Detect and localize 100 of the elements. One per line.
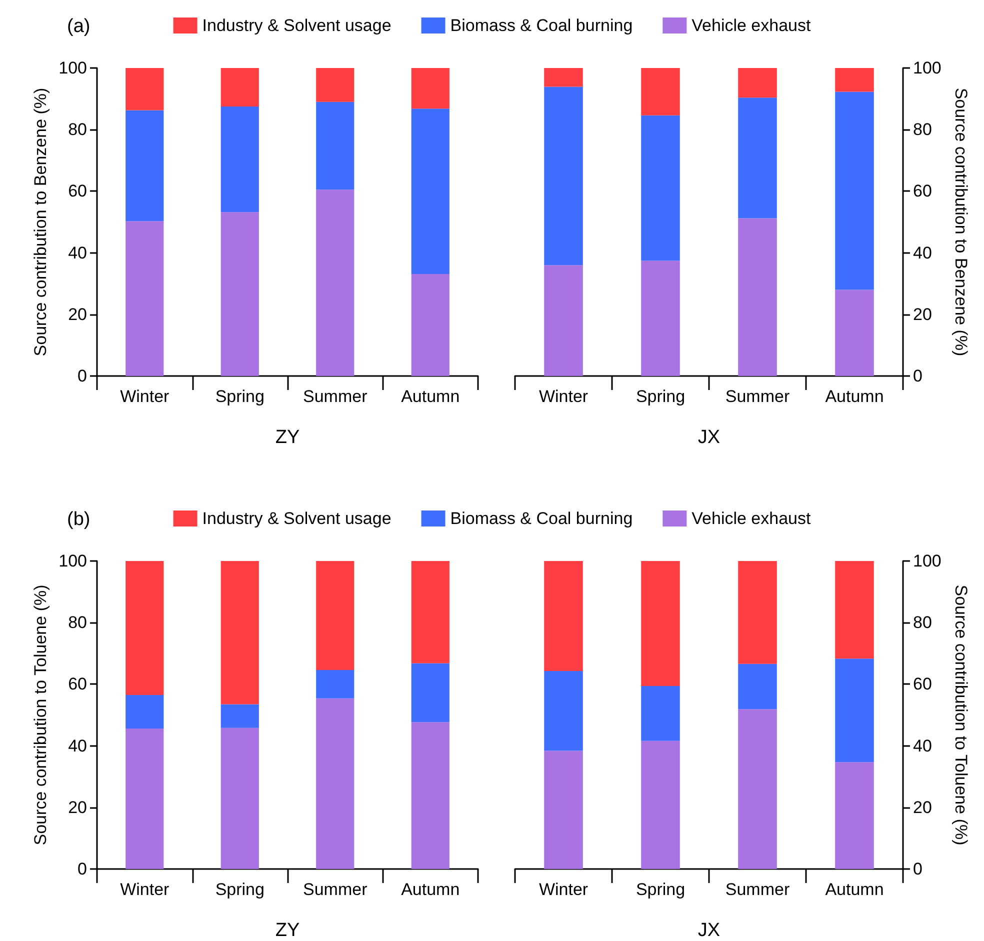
bar [220,68,259,106]
bar [316,670,354,698]
bar [126,110,164,222]
y-tick-label: 40 [68,243,87,262]
y-axis-title: Source contribution to Toluene (%) [31,584,50,846]
x-tick-label: Spring [636,387,686,406]
chart-title: (a) [67,16,90,37]
bar [641,260,680,376]
x-tick-label: Summer [303,880,368,899]
y-tick-label: 60 [68,182,87,201]
y-tick-label: 80 [68,613,87,632]
bar [544,86,583,266]
legend-label: Vehicle exhaust [692,509,812,528]
y-tick-label: 100 [58,58,87,78]
y-tick-label: 0 [78,860,87,878]
bar [641,561,680,686]
bar [738,561,777,664]
y2-tick-label: 100 [913,58,942,78]
x-tick-label: Summer [725,387,790,406]
chart-title: (b) [67,509,90,530]
bar [411,108,450,274]
x-tick-label: Summer [725,880,790,899]
y2-tick-label: 0 [913,860,922,878]
bar [738,68,777,98]
bar [316,561,354,670]
y-tick-label: 20 [68,798,87,817]
legend-label: Industry & Solvent usage [202,16,392,35]
bar [220,561,259,704]
x-tick-label: Winter [538,387,588,406]
y2-tick-label: 100 [913,552,942,570]
y2-axis-title: Source contribution to Toluene (%) [951,584,970,846]
y2-tick-label: 20 [913,304,932,324]
y2-tick-label: 60 [913,674,932,694]
x-tick-label: Autumn [401,880,460,899]
bar [411,274,450,376]
x-tick-label: Autumn [401,387,460,406]
bar [220,704,259,728]
bar [544,68,583,87]
bar [641,68,680,116]
y-axis-title: Source contribution to Benzene (%) [31,88,50,356]
y-tick-label: 40 [68,736,87,756]
x-tick-label: Spring [636,880,686,899]
x-tick-label: Spring [215,880,264,899]
x-axis-title: ZY [275,427,300,448]
x-tick-label: Autumn [825,387,884,406]
bar [544,265,583,376]
bar [835,68,874,92]
bar [544,561,583,671]
y2-tick-label: 20 [913,798,932,817]
x-tick-label: Winter [538,880,588,899]
y-tick-label: 80 [68,120,87,140]
y2-tick-label: 80 [913,613,932,632]
y-tick-label: 60 [68,674,87,694]
y-tick-label: 0 [78,366,87,386]
bar [835,92,874,290]
bar [126,68,164,110]
bar [544,670,583,751]
x-axis-title: ZY [275,920,300,941]
bar [641,115,680,261]
bar [738,664,777,710]
bar [220,728,259,869]
bar [126,694,164,729]
bar [738,98,777,218]
bar [316,68,354,102]
x-tick-label: Summer [303,387,368,406]
bar [126,221,164,376]
bar [220,106,259,212]
bar [220,212,259,376]
bar [411,663,450,722]
bar [126,561,164,695]
bar [316,102,354,190]
y2-tick-label: 40 [913,736,932,756]
y2-tick-label: 60 [913,182,932,201]
y2-axis-title: Source contribution to Benzene (%) [951,88,970,356]
bar [738,709,777,869]
bar [411,68,450,109]
bar [835,658,874,762]
bar [126,728,164,869]
legend-label: Biomass & Coal burning [450,509,633,528]
bar [316,698,354,869]
bar [411,561,450,664]
y-tick-label: 20 [68,304,87,324]
bar [411,722,450,869]
legend-label: Vehicle exhaust [692,16,812,35]
y-tick-label: 100 [58,552,87,570]
x-axis-title: JX [698,427,720,448]
bar [835,290,874,376]
legend-label: Industry & Solvent usage [202,509,392,528]
bar [641,740,680,869]
legend-label: Biomass & Coal burning [450,16,633,35]
bar [544,750,583,869]
y2-tick-label: 0 [913,366,922,386]
x-axis-title: JX [698,920,720,941]
bar [738,218,777,376]
bar [316,190,354,376]
x-tick-label: Autumn [825,880,884,899]
bar [641,686,680,741]
bar [835,561,874,659]
x-tick-label: Winter [120,387,170,406]
x-tick-label: Winter [120,880,170,899]
